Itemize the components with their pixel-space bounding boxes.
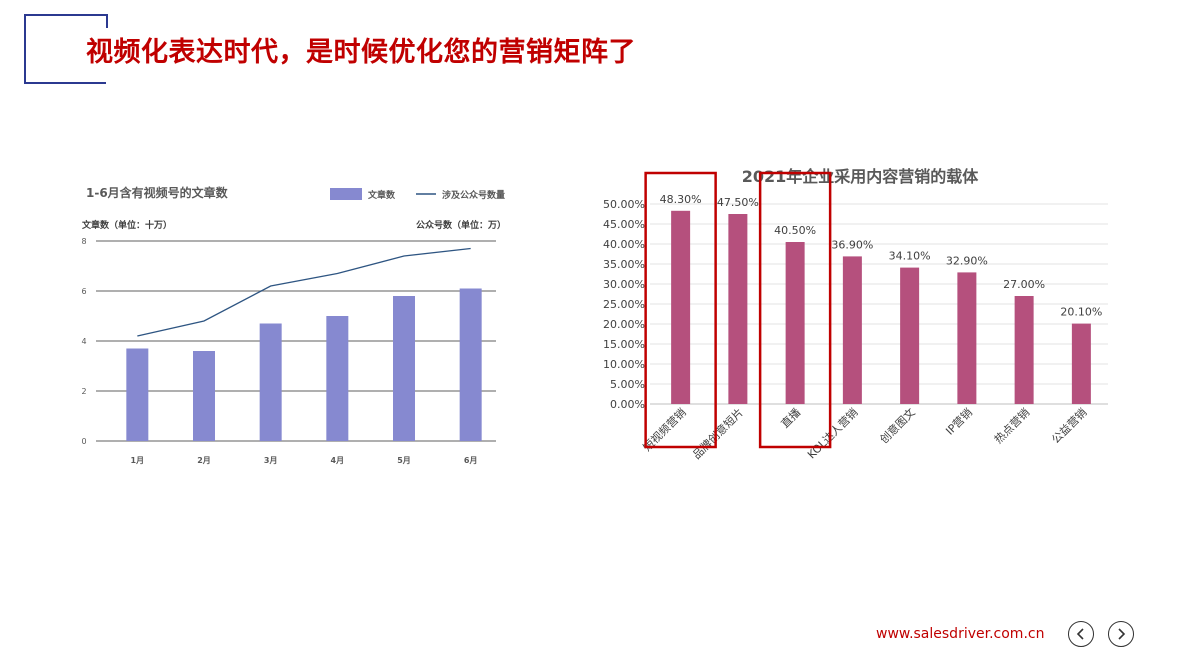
chart1-ytick-label: 4 bbox=[81, 337, 86, 346]
chart2-xtick-label: 创意图文 bbox=[877, 405, 918, 446]
chart1-ylabel-left: 文章数（单位：十万） bbox=[81, 219, 172, 231]
chevron-right-icon bbox=[1118, 628, 1126, 640]
next-slide-button[interactable] bbox=[1108, 621, 1134, 647]
chart1-ytick-label: 6 bbox=[81, 287, 86, 296]
chart2-data-label: 20.10% bbox=[1060, 306, 1102, 319]
chart2-highlight-box bbox=[758, 171, 832, 449]
chart1-bar bbox=[126, 348, 149, 441]
chart2-bar bbox=[728, 214, 748, 404]
chart2-ytick-label: 25.00% bbox=[603, 298, 645, 311]
chart1-xtick-label: 4月 bbox=[331, 456, 345, 465]
chart2-xtick-label: IP营销 bbox=[943, 405, 975, 437]
chart2-xtick-label: 公益营销 bbox=[1048, 405, 1089, 446]
title-frame-decoration bbox=[24, 14, 108, 84]
chart2-data-label: 27.00% bbox=[1003, 278, 1045, 291]
chart2-ytick-label: 40.00% bbox=[603, 238, 645, 251]
chart1-bar bbox=[259, 323, 282, 441]
chart2-data-label: 48.30% bbox=[660, 193, 702, 206]
chart2-ytick-label: 20.00% bbox=[603, 318, 645, 331]
footer-url[interactable]: www.salesdriver.com.cn bbox=[876, 626, 1045, 642]
prev-slide-button[interactable] bbox=[1068, 621, 1094, 647]
chart2-bar bbox=[957, 272, 977, 404]
chevron-left-icon bbox=[1076, 628, 1084, 640]
chart2-xtick-label: 热点营销 bbox=[991, 405, 1032, 446]
chart2-ytick-label: 10.00% bbox=[603, 358, 645, 371]
chart1-xtick-label: 1月 bbox=[131, 456, 145, 465]
content-marketing-chart: 2021年企业采用内容营销的载体 50.00% 45.00% 40.00% 35.00%… bbox=[590, 155, 1130, 485]
chart1-ylabel-right: 公众号数（单位：万） bbox=[416, 219, 506, 231]
chart2-title: 2021年企业采用内容营销的载体 bbox=[742, 167, 980, 186]
chart2-ytick-label: 35.00% bbox=[603, 258, 645, 271]
chart1-bar bbox=[459, 288, 482, 441]
page-title: 视频化表达时代，是时候优化您的营销矩阵了 bbox=[86, 37, 636, 68]
chart2-data-label: 40.50% bbox=[774, 224, 816, 237]
chart2-ytick-label: 45.00% bbox=[603, 218, 645, 231]
chart1-ytick-label: 0 bbox=[81, 437, 86, 446]
chart1-xtick-label: 5月 bbox=[397, 456, 411, 465]
chart1-title: 1-6月含有视频号的文章数 bbox=[86, 185, 229, 200]
legend-bar-swatch bbox=[330, 188, 362, 200]
chart2-bar bbox=[900, 267, 920, 404]
chart1-ytick-label: 8 bbox=[81, 237, 86, 246]
chart1-bar bbox=[326, 316, 349, 441]
chart2-bar bbox=[842, 256, 862, 404]
chart2-ytick-label: 0.00% bbox=[610, 398, 645, 411]
article-count-chart: 1-6月含有视频号的文章数 文章数 涉及公众号数量文章数（单位：十万） 公众号数（单位… bbox=[70, 170, 540, 480]
chart2-bar bbox=[785, 242, 805, 404]
legend-line-label: 涉及公众号数量 bbox=[442, 189, 505, 201]
chart2-xtick-label: 直播 bbox=[778, 405, 803, 430]
chart2-xtick-label: KOL达人营销 bbox=[804, 405, 860, 461]
chart1-bar bbox=[193, 351, 215, 441]
chart1-xtick-label: 2月 bbox=[197, 456, 211, 465]
legend-bar-label: 文章数 bbox=[367, 189, 396, 201]
chart1-series-line bbox=[137, 247, 471, 337]
chart2-ytick-label: 15.00% bbox=[603, 338, 645, 351]
chart2-bar bbox=[1014, 296, 1034, 404]
chart2-bar bbox=[1071, 323, 1091, 404]
chart2-ytick-label: 50.00% bbox=[603, 198, 645, 211]
chart2-ytick-label: 5.00% bbox=[610, 378, 645, 391]
chart2-highlight-box bbox=[644, 171, 717, 449]
chart2-bar bbox=[671, 210, 691, 404]
chart2-data-label: 36.90% bbox=[831, 238, 873, 251]
content-marketing-chart-svg: 2021年企业采用内容营销的载体 50.00% 45.00% 40.00% 35.00%… bbox=[603, 167, 1108, 462]
chart2-data-label: 34.10% bbox=[889, 250, 931, 263]
chart1-bar bbox=[393, 296, 415, 441]
chart2-data-label: 47.50% bbox=[717, 196, 759, 209]
chart1-xtick-label: 3月 bbox=[264, 456, 278, 465]
chart1-ytick-label: 2 bbox=[81, 387, 86, 396]
chart2-ytick-label: 30.00% bbox=[603, 278, 645, 291]
chart1-xtick-label: 6月 bbox=[464, 456, 478, 465]
chart2-xtick-label: 品牌创意短片 bbox=[689, 405, 746, 462]
chart2-data-label: 32.90% bbox=[946, 254, 988, 267]
